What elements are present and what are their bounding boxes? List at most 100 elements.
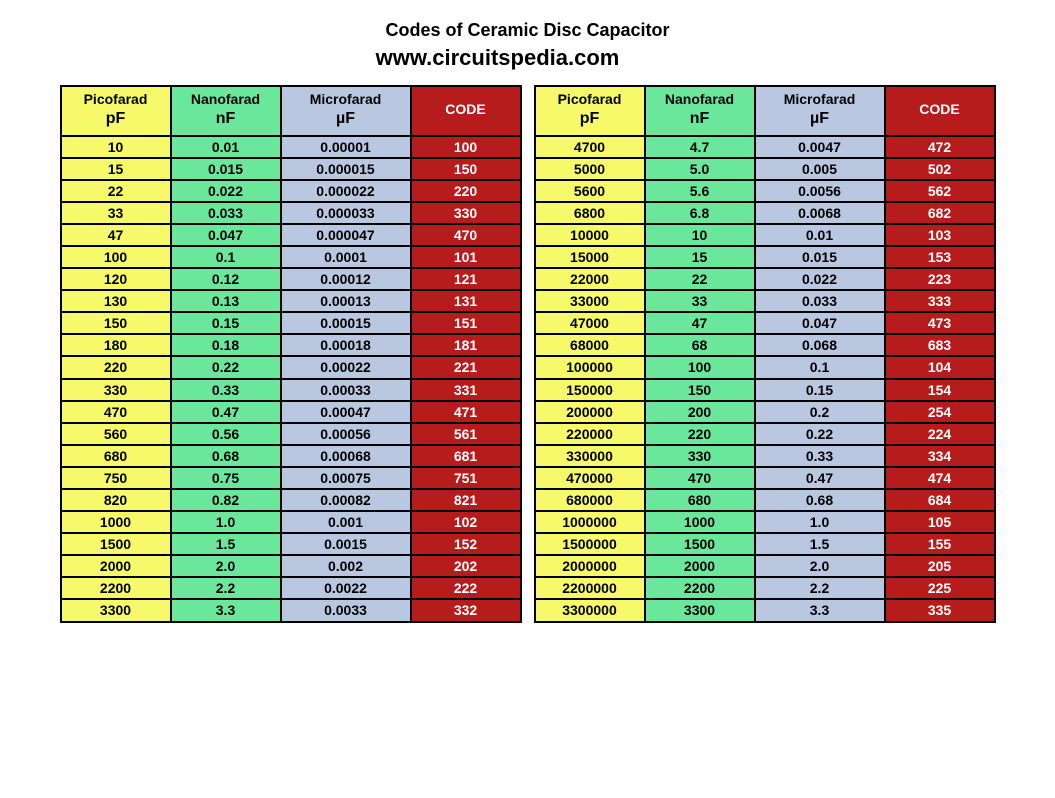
cell-code: 330: [411, 202, 521, 224]
cell-nf: 680: [645, 489, 755, 511]
cell-pf: 150: [61, 312, 171, 334]
header-nf-top: Nanofarad: [665, 91, 734, 107]
cell-nf: 0.047: [171, 224, 281, 246]
cell-pf: 200000: [535, 401, 645, 423]
cell-uf: 0.00047: [281, 401, 411, 423]
table-row: 4700004700.47474: [535, 467, 995, 489]
cell-uf: 0.0001: [281, 246, 411, 268]
cell-pf: 47: [61, 224, 171, 246]
cell-pf: 68000: [535, 334, 645, 356]
table-row: 20002.00.002202: [61, 555, 521, 577]
cell-uf: 0.47: [755, 467, 885, 489]
table-header-row: Picofarad pF Nanofarad nF Microfarad µF …: [61, 86, 521, 136]
cell-code: 205: [885, 555, 995, 577]
table-row: 1000.10.0001101: [61, 246, 521, 268]
cell-nf: 0.18: [171, 334, 281, 356]
cell-code: 474: [885, 467, 995, 489]
cell-pf: 120: [61, 268, 171, 290]
cell-nf: 4.7: [645, 136, 755, 158]
cell-uf: 2.0: [755, 555, 885, 577]
cell-nf: 10: [645, 224, 755, 246]
table-row: 47000470.047473: [535, 312, 995, 334]
table-row: 1500001500.15154: [535, 379, 995, 401]
table-row: 2200.220.00022221: [61, 356, 521, 378]
cell-code: 471: [411, 401, 521, 423]
table-row: 3300003300.33334: [535, 445, 995, 467]
cell-uf: 0.0033: [281, 599, 411, 621]
tables-container: Picofarad pF Nanofarad nF Microfarad µF …: [20, 79, 1035, 629]
cell-code: 224: [885, 423, 995, 445]
cell-uf: 0.001: [281, 511, 411, 533]
cell-pf: 10000: [535, 224, 645, 246]
table-row: 1500.150.00015151: [61, 312, 521, 334]
cell-pf: 150000: [535, 379, 645, 401]
header-nf-top: Nanofarad: [191, 91, 260, 107]
header-nf-sub: nF: [176, 109, 276, 129]
header-uf-sub: µF: [286, 109, 406, 129]
cell-code: 151: [411, 312, 521, 334]
header-nf: Nanofarad nF: [645, 86, 755, 136]
cell-pf: 100000: [535, 356, 645, 378]
cell-nf: 3.3: [171, 599, 281, 621]
cell-pf: 3300: [61, 599, 171, 621]
table-row: 33000330.033333: [535, 290, 995, 312]
cell-code: 121: [411, 268, 521, 290]
capacitor-table-left: Picofarad pF Nanofarad nF Microfarad µF …: [60, 85, 522, 623]
cell-uf: 0.0022: [281, 577, 411, 599]
cell-pf: 6800: [535, 202, 645, 224]
cell-code: 202: [411, 555, 521, 577]
cell-pf: 22000: [535, 268, 645, 290]
cell-nf: 0.82: [171, 489, 281, 511]
cell-pf: 220: [61, 356, 171, 378]
cell-pf: 2000000: [535, 555, 645, 577]
cell-uf: 0.01: [755, 224, 885, 246]
table-row: 2200002200.22224: [535, 423, 995, 445]
table-row: 470.0470.000047470: [61, 224, 521, 246]
table-row: 10001.00.001102: [61, 511, 521, 533]
header-uf-top: Microfarad: [310, 91, 382, 107]
cell-pf: 15000: [535, 246, 645, 268]
cell-pf: 2200: [61, 577, 171, 599]
cell-code: 101: [411, 246, 521, 268]
table-row: 3300.330.00033331: [61, 379, 521, 401]
cell-uf: 0.00013: [281, 290, 411, 312]
cell-pf: 330000: [535, 445, 645, 467]
header-nf-sub: nF: [650, 109, 750, 129]
cell-uf: 0.00022: [281, 356, 411, 378]
table-row: 4700.470.00047471: [61, 401, 521, 423]
cell-nf: 47: [645, 312, 755, 334]
table-row: 150.0150.000015150: [61, 158, 521, 180]
table-row: 68000680.068683: [535, 334, 995, 356]
cell-uf: 0.00012: [281, 268, 411, 290]
page-url: www.circuitspedia.com: [20, 45, 1035, 71]
cell-nf: 200: [645, 401, 755, 423]
header-uf-sub: µF: [760, 109, 880, 129]
cell-pf: 470000: [535, 467, 645, 489]
table-row: 15000150.015153: [535, 246, 995, 268]
cell-uf: 0.22: [755, 423, 885, 445]
cell-code: 102: [411, 511, 521, 533]
cell-nf: 1.5: [171, 533, 281, 555]
cell-nf: 1.0: [171, 511, 281, 533]
cell-nf: 2200: [645, 577, 755, 599]
cell-code: 155: [885, 533, 995, 555]
table-row: 33003.30.0033332: [61, 599, 521, 621]
header-pf: Picofarad pF: [61, 86, 171, 136]
header-pf-sub: pF: [540, 109, 640, 129]
cell-nf: 22: [645, 268, 755, 290]
cell-uf: 0.0068: [755, 202, 885, 224]
cell-code: 683: [885, 334, 995, 356]
header-pf-top: Picofarad: [84, 91, 148, 107]
cell-uf: 0.068: [755, 334, 885, 356]
cell-nf: 0.1: [171, 246, 281, 268]
table-row: 200000020002.0205: [535, 555, 995, 577]
table-row: 330000033003.3335: [535, 599, 995, 621]
cell-uf: 0.0015: [281, 533, 411, 555]
cell-pf: 33000: [535, 290, 645, 312]
cell-uf: 0.00001: [281, 136, 411, 158]
cell-pf: 1500: [61, 533, 171, 555]
cell-uf: 0.033: [755, 290, 885, 312]
cell-uf: 0.00082: [281, 489, 411, 511]
cell-code: 154: [885, 379, 995, 401]
cell-nf: 0.015: [171, 158, 281, 180]
